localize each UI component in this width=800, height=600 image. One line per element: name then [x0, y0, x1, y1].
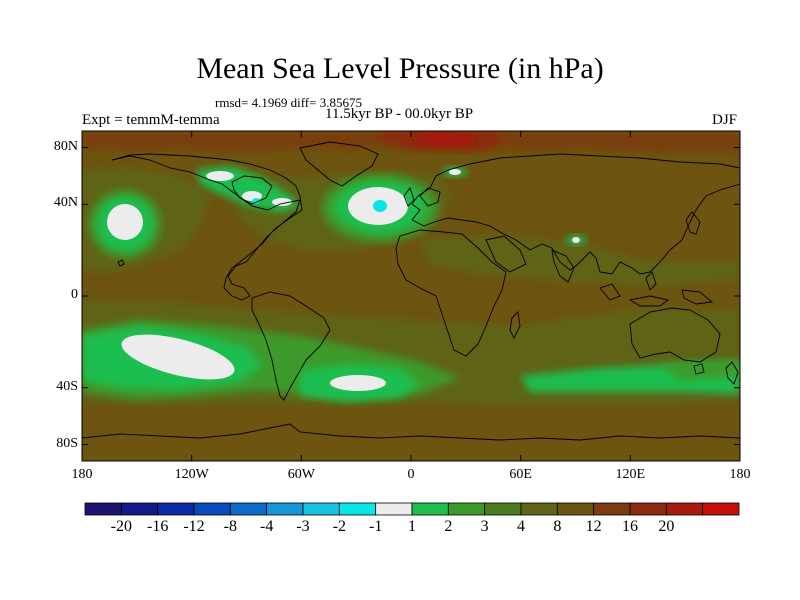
colorbar-label: 20	[658, 518, 675, 535]
lon-label: 0	[407, 467, 415, 482]
colorbar-label: -8	[223, 518, 237, 535]
colorbar-swatch	[375, 502, 413, 516]
experiment-label: Expt = temmM-temma	[82, 112, 220, 128]
colorbar-swatch	[556, 502, 595, 516]
lon-label: 180	[729, 467, 751, 482]
lon-label: 60W	[287, 467, 315, 482]
atlantic-low-min	[373, 200, 387, 212]
s-pacific-low-center	[121, 334, 235, 380]
scandinavia-patch-center	[449, 169, 461, 175]
colorbar-swatch	[665, 502, 704, 516]
colorbar-swatch	[520, 502, 558, 516]
rmsd-diff-stats: rmsd= 4.1969 diff= 3.85675	[215, 95, 362, 110]
colorbar-label: 2	[444, 518, 453, 535]
colorbar-label: -16	[146, 518, 169, 535]
canada-patch-a	[206, 171, 234, 181]
colorbar-swatch	[447, 502, 486, 516]
coastlines	[82, 141, 740, 441]
colorbar-swatch	[157, 502, 195, 516]
season-label: DJF	[712, 112, 738, 128]
lat-label: 40N	[53, 195, 78, 211]
map-title: Mean Sea Level Pressure (in hPa)	[196, 52, 604, 85]
colorbar-swatch	[411, 502, 449, 516]
period-label: 11.5kyr BP - 00.0kyr BP	[325, 106, 474, 122]
colorbar-swatch	[629, 502, 667, 516]
lat-label: 80S	[56, 435, 78, 451]
canada-patch-c	[272, 198, 292, 206]
colorbar-swatch	[593, 502, 631, 516]
colorbar-swatch	[266, 502, 304, 516]
lat-label: 40S	[56, 378, 78, 394]
colorbar-label: 1	[408, 518, 416, 535]
colorbar-label: -20	[110, 518, 132, 535]
colorbar-label: -3	[296, 518, 310, 535]
tropical-band	[420, 236, 740, 286]
colorbar	[84, 502, 740, 516]
colorbar-swatch	[484, 502, 522, 516]
colorbar-label: 16	[622, 518, 638, 535]
colorbar-label: 8	[553, 518, 562, 535]
lat-label: 0	[71, 287, 78, 302]
colorbar-label: 4	[517, 518, 525, 535]
arctic-max-patch	[415, 132, 475, 146]
canada-patch-min	[252, 198, 260, 204]
colorbar-label: 12	[585, 518, 602, 535]
colorbar-swatch	[84, 502, 122, 516]
tibet-patch-center	[572, 237, 580, 243]
lon-label: 180	[71, 467, 93, 482]
lat-label: 80N	[53, 138, 78, 154]
pressure-difference-field	[82, 131, 740, 461]
lon-label: 120E	[615, 467, 646, 482]
lon-label: 120W	[174, 467, 209, 482]
colorbar-swatch	[229, 502, 268, 516]
s-atlantic-low-center	[330, 375, 386, 391]
colorbar-swatch	[193, 502, 231, 516]
pacific-low-center	[107, 204, 143, 240]
colorbar-label: -12	[183, 518, 205, 535]
colorbar-swatch	[120, 502, 159, 516]
lon-label: 60E	[509, 467, 532, 482]
colorbar-swatch	[302, 502, 340, 516]
axis-ticks	[81, 131, 741, 461]
colorbar-label: -4	[259, 518, 274, 535]
colorbar-label: -2	[332, 518, 346, 535]
colorbar-swatch	[702, 502, 740, 516]
colorbar-swatch	[338, 502, 377, 516]
s-indian-edge	[660, 360, 740, 380]
colorbar-label: 3	[480, 518, 489, 535]
colorbar-label: -1	[368, 518, 383, 535]
